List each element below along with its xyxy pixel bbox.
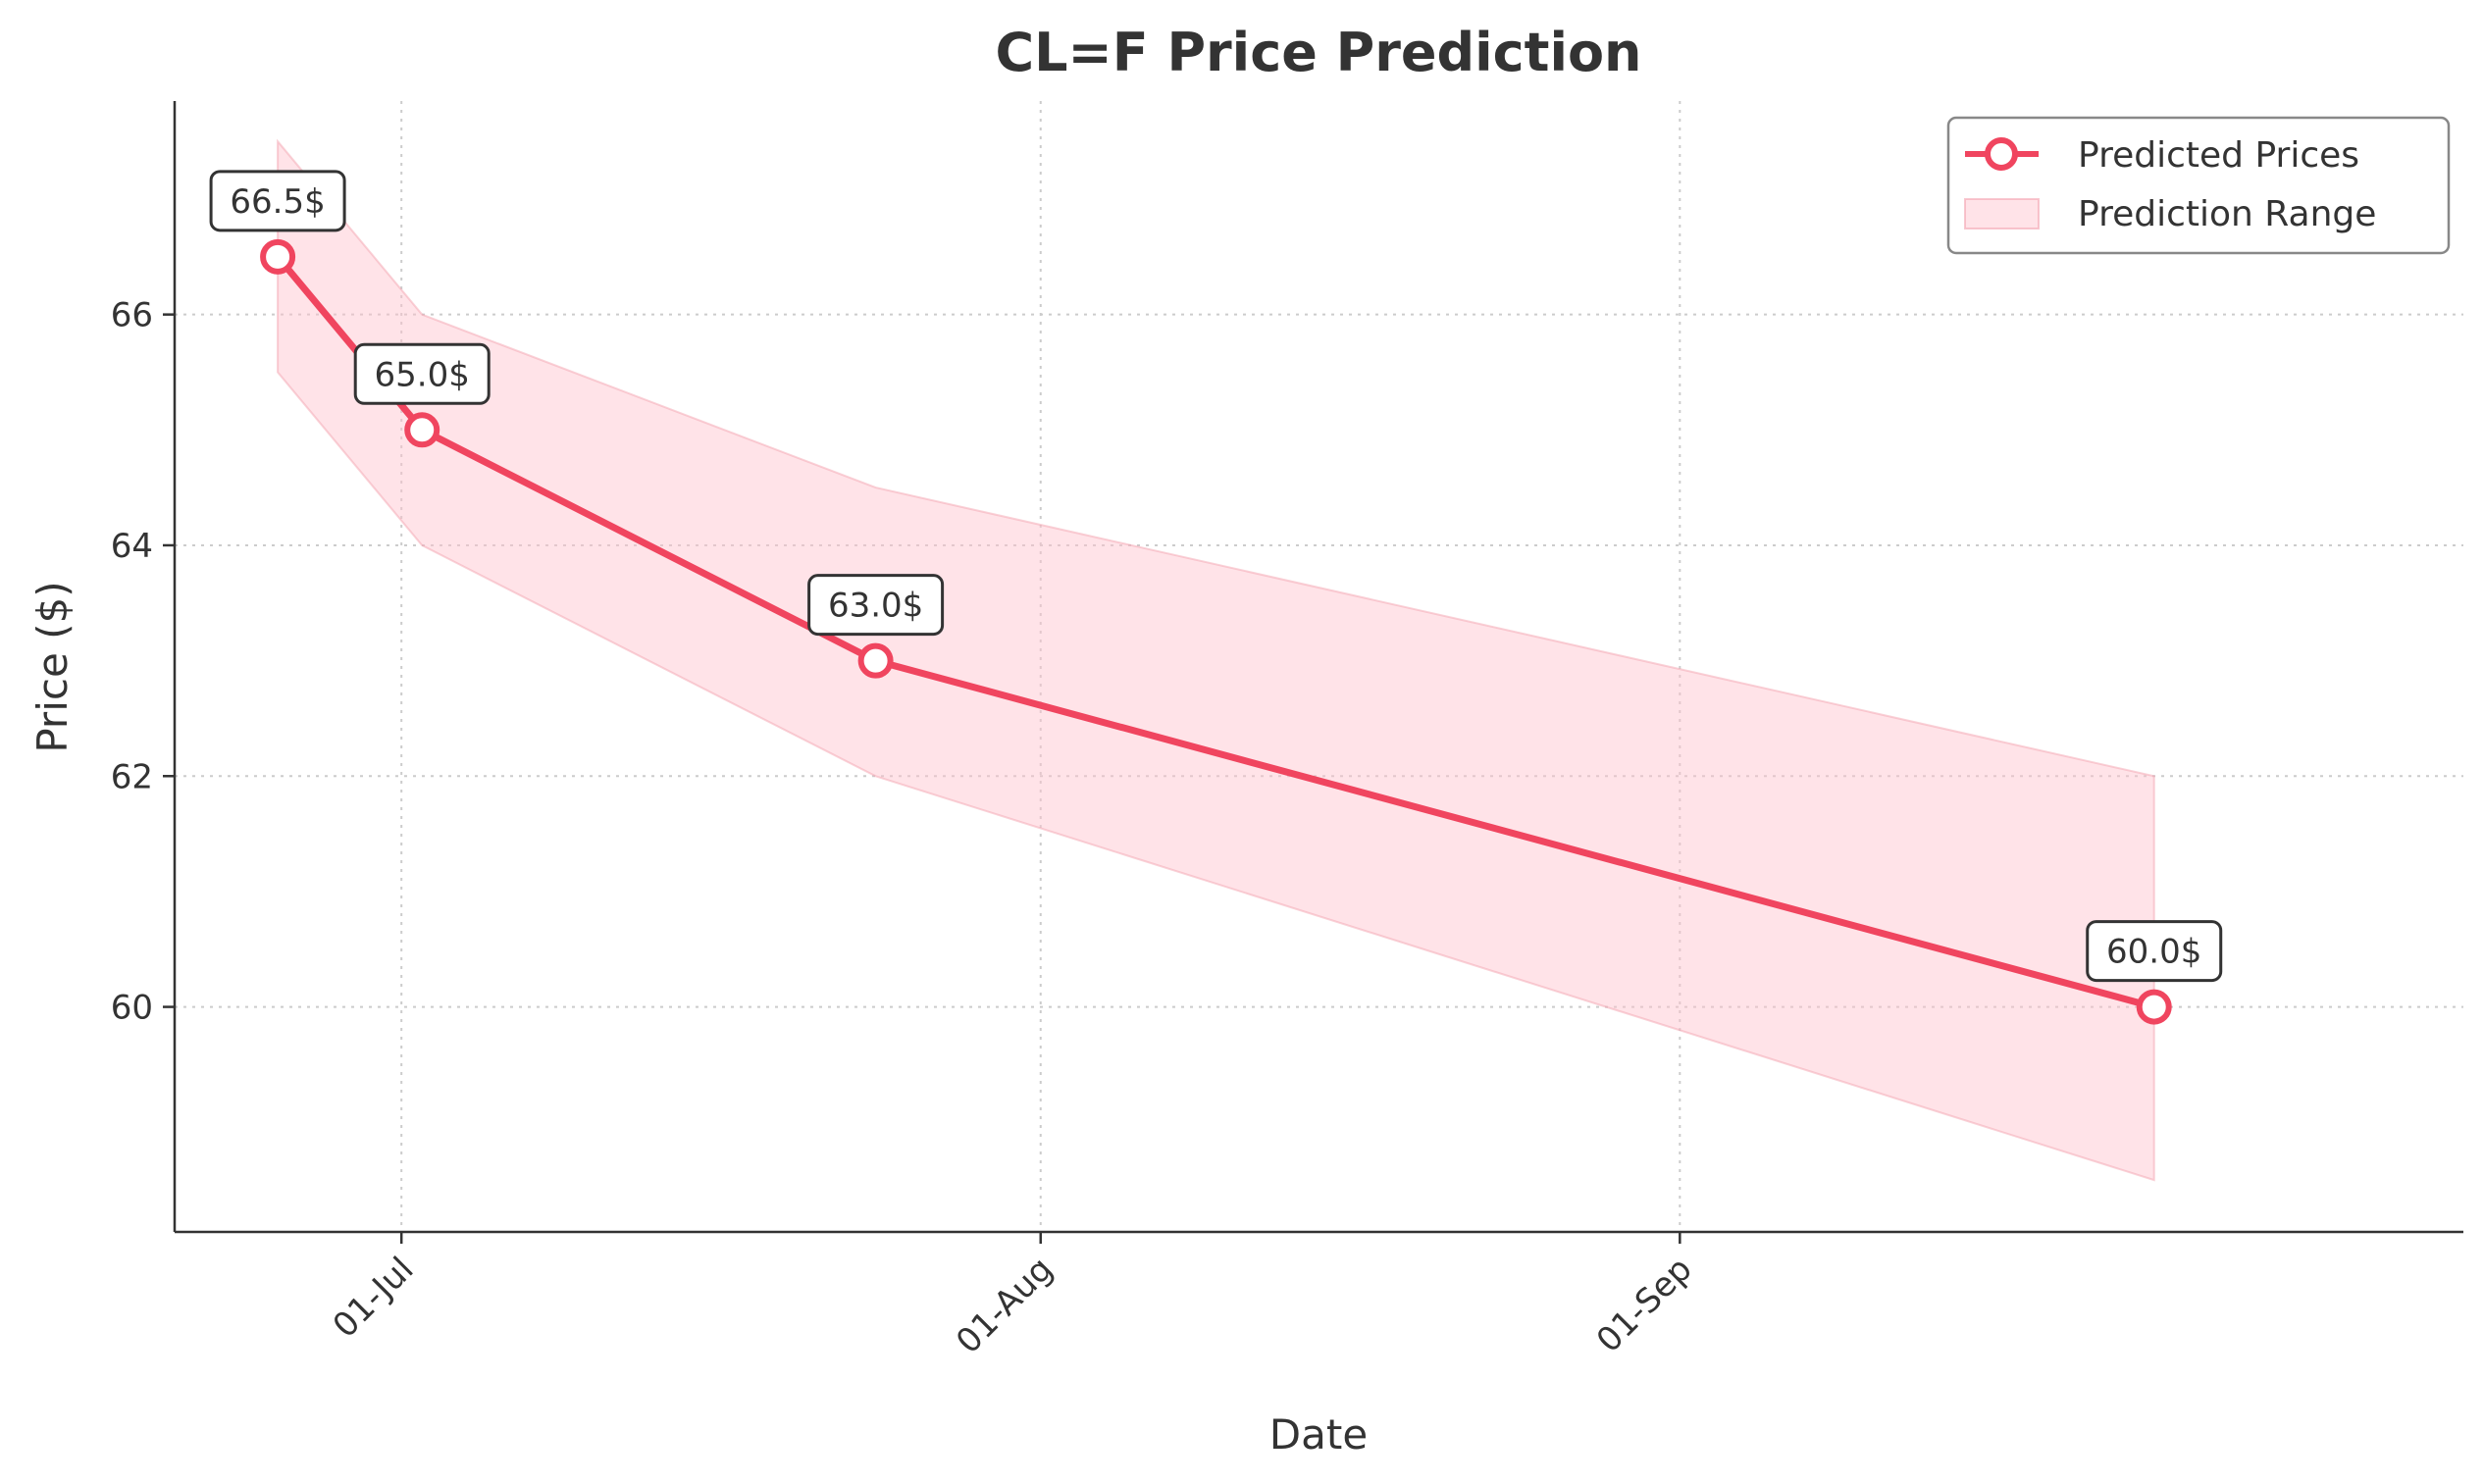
data-label-box xyxy=(209,170,346,232)
y-tick-label: 64 xyxy=(111,527,153,566)
predicted-prices-series xyxy=(260,238,2172,1025)
predicted-price-point xyxy=(857,642,894,679)
data-label-box xyxy=(353,342,491,405)
data-label: 65.0$ xyxy=(375,355,470,394)
data-labels: 66.5$ 65.0$ 63.0$ 60.0$ xyxy=(209,170,2223,983)
legend-label-prediction-range: Prediction Range xyxy=(2078,194,2376,234)
x-axis-label: Date xyxy=(1269,1410,1368,1458)
data-label-box xyxy=(807,574,945,637)
predicted-price-point xyxy=(2136,989,2172,1025)
prediction-range-area xyxy=(277,138,2155,1182)
predicted-price-point xyxy=(260,238,296,275)
legend-range-swatch xyxy=(1964,198,2040,230)
predicted-price-point xyxy=(404,412,440,448)
y-tick-label: 60 xyxy=(111,989,153,1028)
data-label: 63.0$ xyxy=(828,587,923,626)
data-label-box xyxy=(2086,920,2223,983)
data-label: 66.5$ xyxy=(230,182,325,222)
y-axis-label: Price ($) xyxy=(28,581,77,752)
grid xyxy=(175,101,2463,1232)
legend-point-marker xyxy=(1985,137,2018,171)
axes xyxy=(173,101,2463,1234)
y-tick-label: 62 xyxy=(111,757,153,796)
prediction-range-band xyxy=(277,138,2155,1182)
legend-label-predicted-prices: Predicted Prices xyxy=(2078,135,2359,176)
legend: Predicted Prices Prediction Range xyxy=(1946,116,2451,255)
chart-title: CL=F Price Prediction xyxy=(996,22,1642,83)
data-label: 60.0$ xyxy=(2106,933,2201,972)
predicted-prices-line xyxy=(274,253,2158,1011)
legend-frame xyxy=(1946,116,2451,255)
y-tick-label: 66 xyxy=(111,296,153,335)
